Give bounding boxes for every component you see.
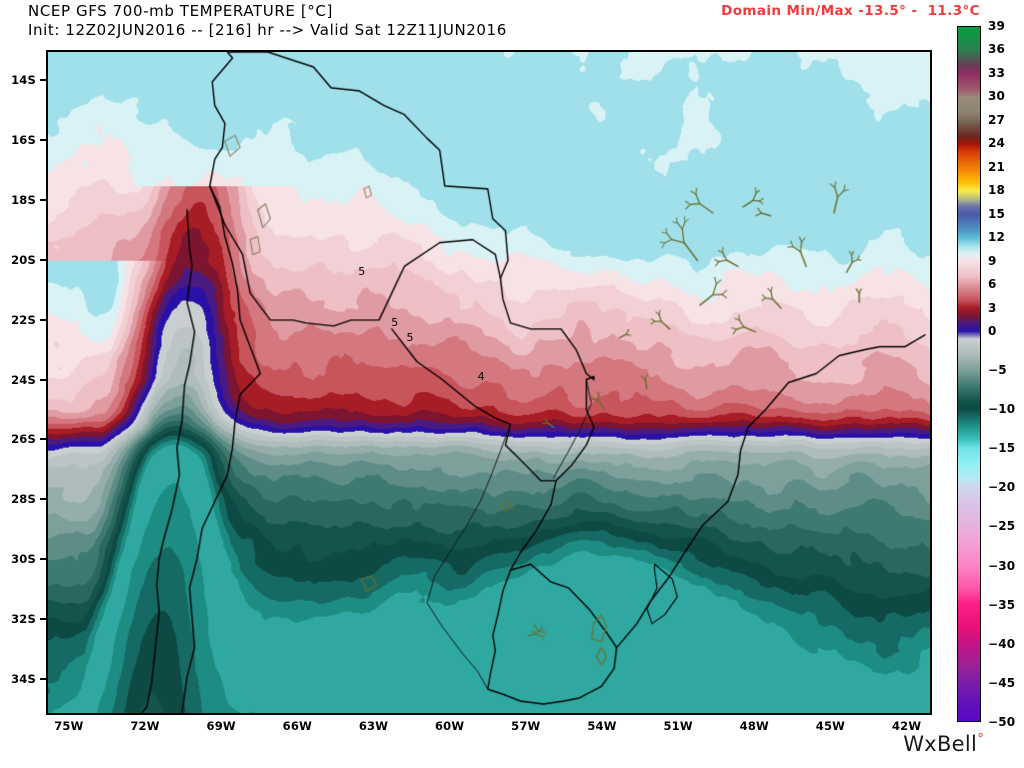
forecast-subtitle: Init: 12Z02JUN2016 -- [216] hr --> Valid… [28, 21, 507, 39]
logo-dot-icon: ° [977, 732, 984, 747]
colorbar-tick-label: −25 [988, 519, 1016, 534]
lon-tick-label: 60W [434, 719, 465, 733]
colorbar-tick-label: 15 [988, 206, 1006, 221]
colorbar-tick-label: 18 [988, 183, 1006, 198]
colorbar [957, 26, 981, 722]
header: NCEP GFS 700-mb TEMPERATURE [°C] Init: 1… [0, 0, 1024, 46]
colorbar-tick-label: 30 [988, 89, 1006, 104]
colorbar-tick-label: −50 [988, 715, 1016, 729]
lat-tick-mark [40, 438, 46, 441]
lat-tick-mark [40, 498, 46, 501]
contour-value-label: 5 [358, 264, 366, 278]
wxbell-logo: WxBell° [903, 732, 984, 756]
colorbar-tick-label: −10 [988, 402, 1016, 417]
colorbar-tick-label: −45 [988, 675, 1016, 690]
colorbar-tick-label: −30 [988, 558, 1016, 573]
lat-tick-mark [40, 558, 46, 561]
temperature-field-canvas [48, 52, 930, 713]
lat-tick-label: 16S [11, 132, 36, 147]
lon-tick-label: 75W [54, 719, 84, 733]
lon-tick-label: 72W [130, 719, 160, 733]
lat-tick-mark [40, 318, 46, 321]
lat-tick-mark [40, 258, 46, 261]
colorbar-tick-label: 27 [988, 112, 1006, 127]
lat-tick-label: 34S [11, 672, 36, 687]
lat-tick-label: 14S [11, 72, 36, 87]
page-title: NCEP GFS 700-mb TEMPERATURE [°C] [28, 2, 333, 20]
lat-tick-label: 22S [11, 312, 36, 327]
colorbar-tick-label: 9 [988, 253, 997, 268]
lat-tick-label: 28S [11, 492, 36, 507]
lat-tick-mark [40, 618, 46, 621]
lat-tick-label: 26S [11, 432, 36, 447]
contour-value-label: 5 [406, 330, 414, 344]
lon-tick-label: 63W [358, 719, 389, 733]
colorbar-tick-label: −5 [988, 363, 1007, 378]
lat-tick-mark [40, 678, 46, 681]
colorbar-tick-label: 24 [988, 136, 1006, 151]
logo-text: WxBell [903, 732, 978, 756]
lat-tick-mark [40, 78, 46, 81]
colorbar-tick-label: −20 [988, 480, 1016, 495]
contour-value-label: 5 [391, 315, 399, 329]
lon-tick-label: 54W [587, 719, 617, 733]
colorbar-tick-label: 36 [988, 42, 1006, 57]
lat-tick-mark [40, 138, 46, 141]
lon-tick-label: 45W [815, 719, 846, 733]
colorbar-tick-label: −40 [988, 636, 1016, 651]
lat-tick-label: 32S [11, 612, 36, 627]
contour-value-label: 4 [477, 369, 485, 383]
lon-tick-label: 69W [206, 719, 236, 733]
lon-tick-label: 51W [663, 719, 693, 733]
colorbar-tick-label: 33 [988, 65, 1006, 80]
lat-tick-label: 18S [11, 192, 36, 207]
colorbar-tick-label: 0 [988, 323, 997, 338]
colorbar-tick-label: 12 [988, 230, 1006, 245]
colorbar-tick-label: −15 [988, 441, 1016, 456]
lon-tick-label: 66W [282, 719, 312, 733]
colorbar-tick-label: 6 [988, 277, 997, 292]
colorbar-tick-label: 39 [988, 19, 1006, 33]
map-plot-area [46, 50, 932, 715]
colorbar-tick-label: 21 [988, 159, 1006, 174]
domain-minmax-readout: Domain Min/Max -13.5° - 11.3°C [721, 3, 980, 19]
lat-tick-label: 20S [11, 252, 36, 267]
lat-tick-mark [40, 378, 46, 381]
lat-tick-label: 30S [11, 552, 36, 567]
lon-tick-label: 48W [739, 719, 769, 733]
lat-tick-mark [40, 198, 46, 201]
colorbar-tick-label: −35 [988, 597, 1016, 612]
lon-tick-label: 57W [511, 719, 541, 733]
lat-tick-label: 24S [11, 372, 36, 387]
colorbar-tick-label: 3 [988, 300, 997, 315]
colorbar-gradient [957, 26, 981, 722]
lon-tick-label: 42W [891, 719, 922, 733]
